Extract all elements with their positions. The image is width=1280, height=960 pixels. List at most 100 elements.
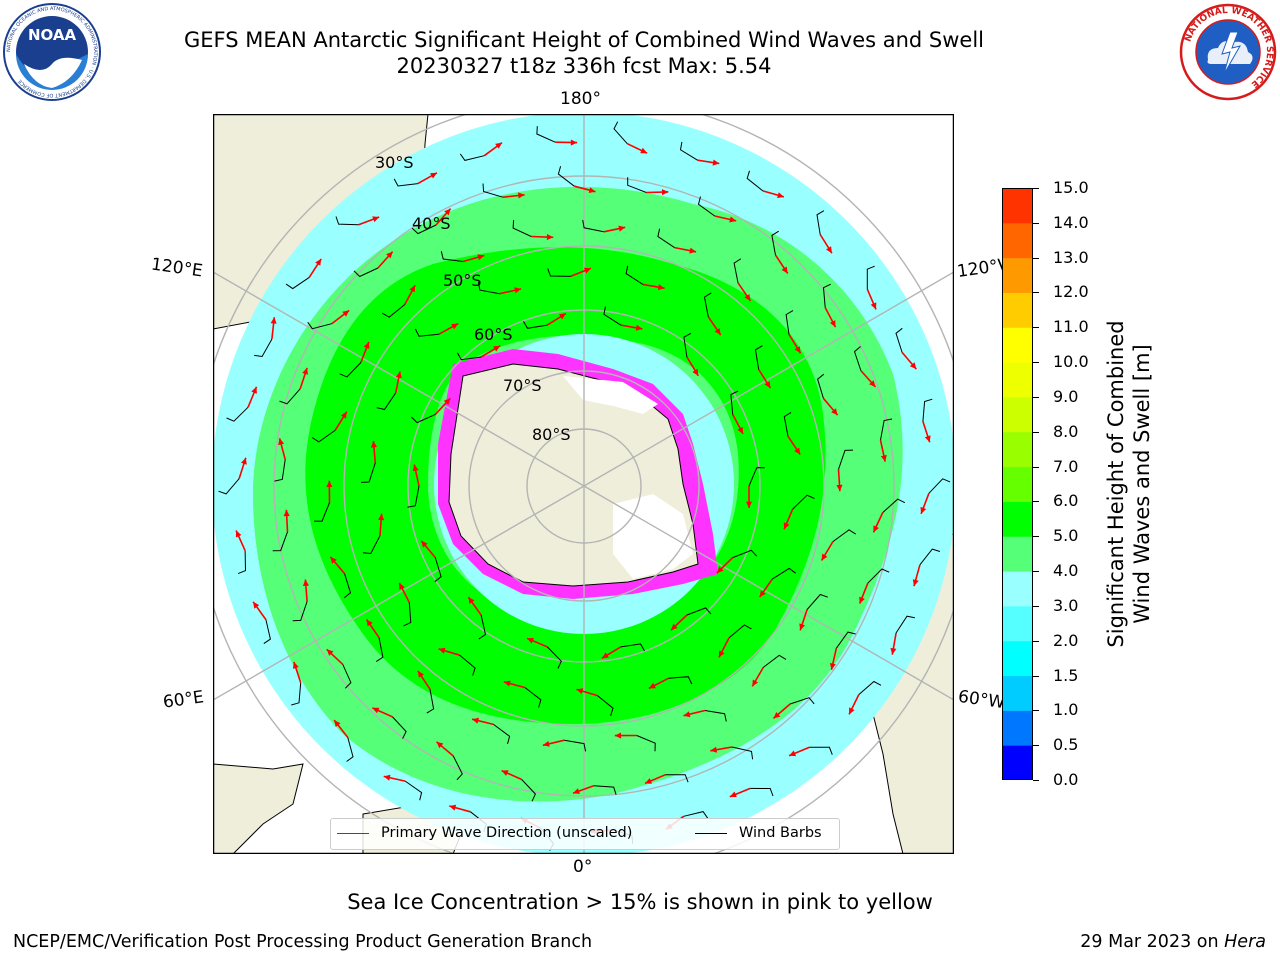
- wind-barb: [686, 607, 712, 616]
- lon-label-0: 0°: [573, 857, 593, 877]
- wind-barb: [683, 332, 692, 358]
- wave-arrow-head: [794, 447, 801, 455]
- wave-arrow-head: [378, 513, 385, 521]
- wave-arrow-head: [912, 579, 919, 587]
- wind-barb: [895, 327, 903, 353]
- wind-barb: [928, 478, 951, 494]
- wave-arrow-head: [363, 342, 370, 349]
- wind-barb: [785, 310, 794, 335]
- wind-barb: [521, 779, 536, 802]
- wind-barb: [342, 664, 352, 689]
- wind-barb: [361, 462, 376, 483]
- wave-arrow-head: [716, 566, 724, 573]
- wave-arrow-head: [372, 707, 380, 714]
- wind-barb: [880, 418, 893, 441]
- wave-arrow-head: [799, 623, 805, 631]
- wave-arrow-head: [542, 740, 550, 747]
- wind-barb: [414, 328, 439, 337]
- colorbar-tick-label: 11.0: [1053, 317, 1089, 337]
- wave-arrow-head: [870, 302, 877, 310]
- colorbar-tick-mark: [1033, 222, 1039, 224]
- lat-label-30s: 30°S: [375, 153, 414, 172]
- colorbar-tick-label: 4.0: [1053, 561, 1079, 581]
- colorbar-bin: [1002, 745, 1033, 780]
- wave-arrow-head: [909, 362, 917, 370]
- wind-barb: [625, 265, 644, 285]
- wave-arrow-head: [635, 324, 643, 331]
- wind-barb: [627, 177, 647, 193]
- wind-barb: [459, 654, 476, 676]
- colorbar-tick-label: 8.0: [1053, 421, 1079, 441]
- wind-barb: [730, 390, 739, 415]
- colorbar-bin: [1002, 605, 1033, 642]
- wind-barb: [291, 682, 302, 706]
- wave-arrow-head: [370, 441, 377, 448]
- wave-arrow-head: [692, 368, 699, 376]
- colorbar-label-line1: Significant Height of Combined: [1104, 320, 1128, 648]
- wind-barb: [746, 170, 764, 192]
- wind-barb: [376, 392, 397, 411]
- colorbar-tick-mark: [1033, 431, 1039, 433]
- wave-arrow-head: [477, 254, 485, 261]
- wave-arrow-head: [449, 804, 457, 811]
- wind-barb: [582, 219, 604, 233]
- wave-arrow-head: [576, 688, 584, 695]
- colorbar-bin: [1002, 501, 1033, 537]
- wind-barb: [597, 695, 614, 716]
- wind-barb: [493, 723, 511, 745]
- wave-arrow-head: [924, 435, 931, 443]
- wind-barb: [343, 573, 352, 599]
- lat-label-50s: 50°S: [443, 271, 482, 290]
- wave-arrow-head: [710, 746, 718, 753]
- wave-arrow-head: [330, 556, 337, 564]
- wind-barb: [218, 478, 240, 495]
- wave-arrow-head: [326, 480, 333, 488]
- wind-barb: [313, 502, 330, 522]
- wave-arrow-head: [920, 506, 927, 514]
- wave-arrow-head: [472, 717, 479, 724]
- chart-subtitle: 20230327 t18z 336h fcst Max: 5.54: [396, 54, 772, 78]
- colorbar-tick-mark: [1033, 536, 1039, 538]
- wind-barb: [346, 737, 354, 762]
- colorbar-bin: [1002, 710, 1033, 746]
- wave-arrow-head: [501, 770, 509, 776]
- wind-barb: [817, 373, 825, 399]
- wave-arrow-head: [783, 522, 790, 530]
- lon-label-180: 180°: [560, 89, 601, 109]
- wave-arrow-head: [744, 294, 751, 301]
- noaa-logo: NOAA NATIONAL OCEANIC AND ATMOSPHERIC AD…: [3, 3, 101, 101]
- colorbar-tick-mark: [1033, 605, 1039, 607]
- wind-barb: [557, 166, 575, 187]
- wave-arrow-head: [831, 408, 838, 416]
- machine-name: Hera: [1224, 932, 1266, 952]
- wave-arrow-head: [372, 216, 380, 223]
- lon-label-60w: 60°W: [956, 686, 1007, 714]
- wind-barb: [339, 362, 362, 378]
- wave-arrow-head: [880, 454, 887, 462]
- colorbar-border: [1002, 188, 1033, 780]
- colorbar-bin: [1002, 431, 1033, 468]
- colorbar-tick-mark: [1033, 571, 1039, 573]
- wind-barb: [866, 265, 875, 290]
- wind-barb: [613, 121, 628, 145]
- wind-barb: [816, 210, 825, 235]
- colorbar-bin: [1002, 640, 1033, 677]
- wave-arrow-head: [438, 647, 446, 654]
- wind-barb: [440, 251, 464, 262]
- wind-barb: [704, 710, 727, 722]
- wind-barb: [922, 398, 933, 422]
- wave-arrow-head: [821, 553, 828, 561]
- wind-barb: [838, 449, 854, 470]
- wave-arrow-head: [241, 457, 247, 465]
- wave-arrow-head: [737, 426, 743, 434]
- colorbar-bin: [1002, 222, 1033, 259]
- wind-barb: [547, 268, 571, 277]
- graticule: [213, 114, 954, 854]
- wind-barb: [285, 276, 310, 290]
- noaa-logo-text: NOAA: [28, 26, 77, 44]
- national-weather-service-logo: NATIONAL WEATHER SERVICE: [1179, 3, 1277, 101]
- wind-barb: [263, 619, 271, 645]
- wave-arrow-head: [399, 582, 405, 590]
- lat-label-70s: 70°S: [503, 376, 542, 395]
- colorbar-tick-label: 3.0: [1053, 595, 1079, 615]
